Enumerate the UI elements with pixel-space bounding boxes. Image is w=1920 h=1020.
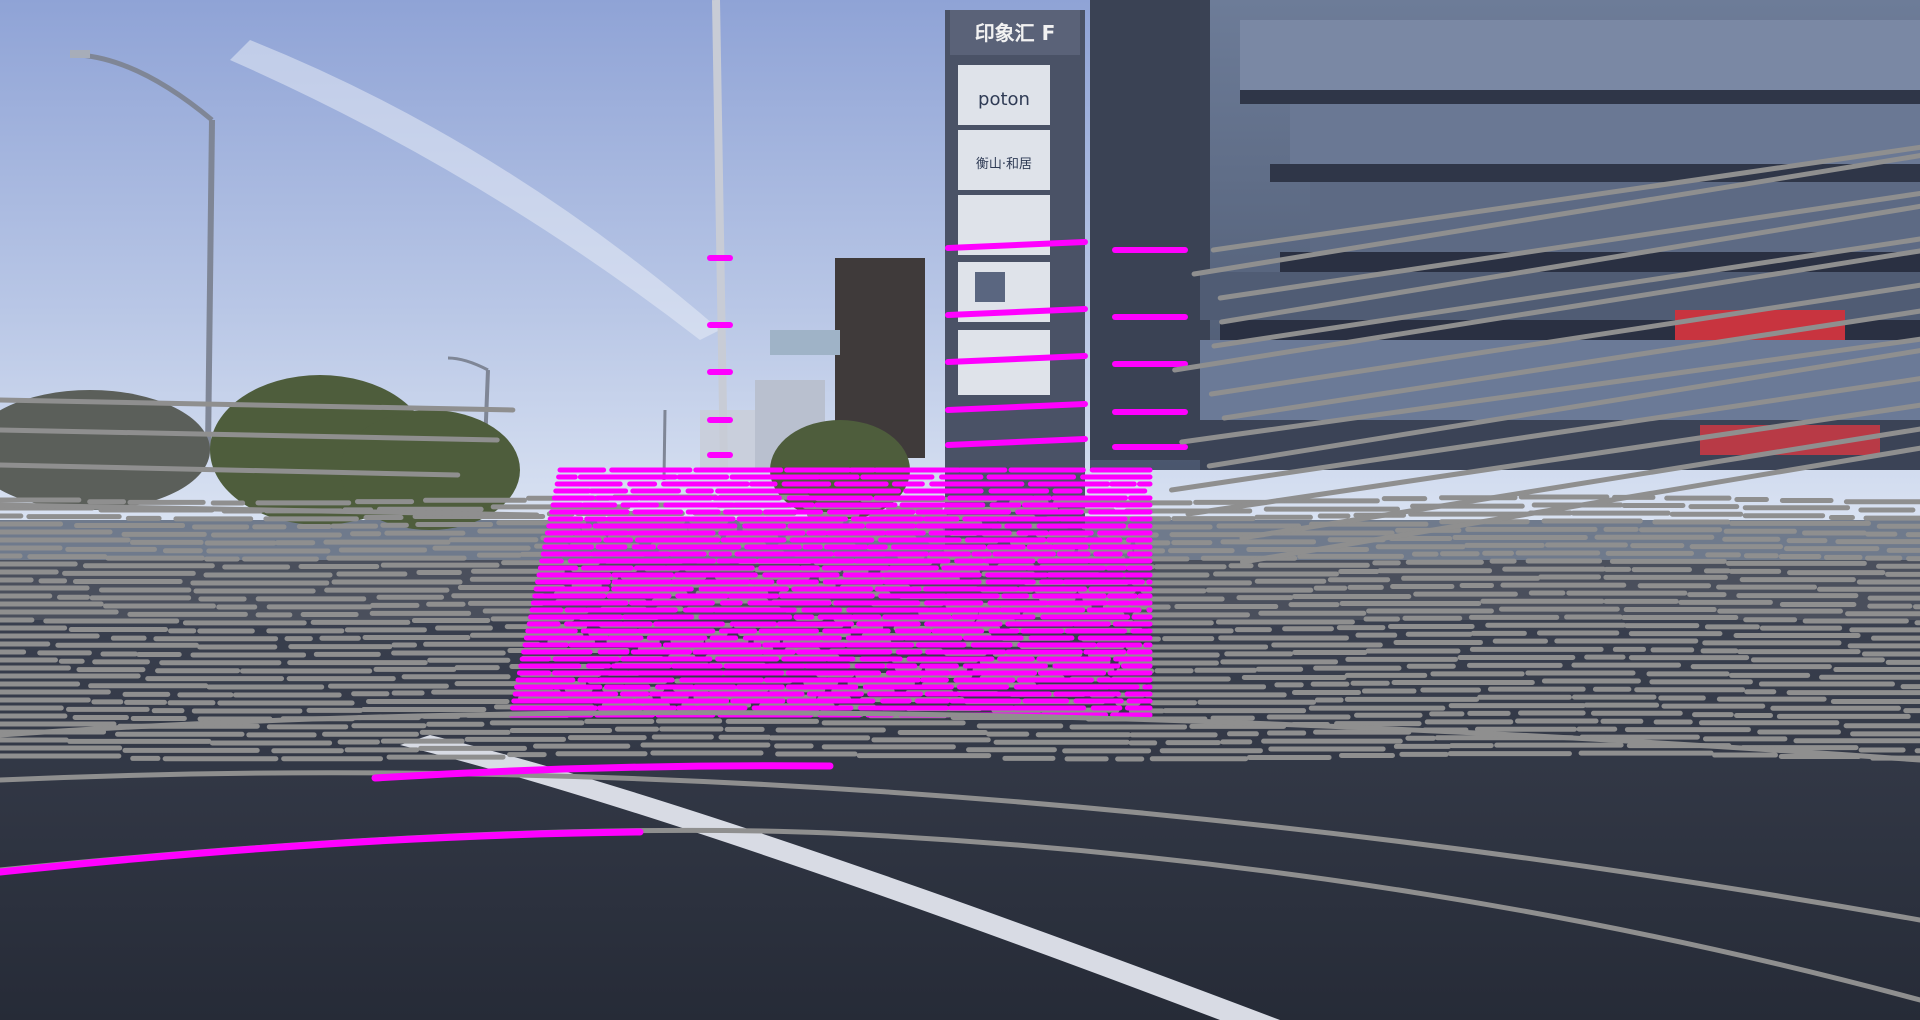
lane-marking — [400, 735, 1280, 1020]
lidar-scan-segment — [1179, 336, 1920, 445]
lidar-scan-segment — [945, 306, 1088, 318]
lidar-scan-segment — [1239, 426, 1920, 541]
street-lights — [70, 0, 728, 481]
lidar-scan-segment — [1169, 376, 1920, 493]
lidar-scan-segment — [1185, 402, 1920, 517]
lidar-scan-segment — [1211, 236, 1920, 349]
tower-item-1-text: poton — [978, 89, 1030, 110]
lidar-scan-segment — [0, 397, 516, 413]
lidar-scan-segment — [1210, 144, 1920, 253]
lidar-scan-segment — [1191, 153, 1920, 277]
lidar-scan-segment — [0, 502, 540, 518]
lidar-scan-segment — [1221, 308, 1920, 421]
lidar-scan-segment — [945, 436, 1088, 448]
lidar-scan-segment — [1172, 248, 1920, 373]
lidar-scan-segment — [0, 462, 461, 478]
lidar-ground-ring — [0, 770, 1920, 923]
lidar-scan-segment — [945, 401, 1088, 413]
lidar-scan-segment — [0, 427, 500, 443]
lidar-scan-segment — [1217, 190, 1920, 301]
lidar-scan-segment — [1208, 282, 1920, 397]
distant-buildings — [700, 258, 925, 470]
lidar-ground-ring — [371, 762, 834, 782]
lidar-scan-segment — [945, 353, 1088, 365]
cloud-streak — [230, 40, 720, 340]
tower-item-2-text: 衡山·和居 — [976, 157, 1032, 172]
glass-building — [1090, 0, 1920, 470]
lidar-scan-segment — [1240, 445, 1920, 565]
tower-top-text: 印象汇 F — [975, 21, 1056, 45]
lidar-scan-segment — [1206, 348, 1920, 469]
sign-tower: 印象汇 F poton 衡山·和居 — [945, 10, 1085, 550]
lidar-point-overlay — [0, 144, 1920, 1003]
lidar-ground-ring — [0, 710, 1920, 763]
lidar-scan-segment — [1219, 203, 1920, 325]
lidar-scan-segment — [945, 239, 1088, 251]
lidar-ground-ring — [0, 828, 644, 876]
